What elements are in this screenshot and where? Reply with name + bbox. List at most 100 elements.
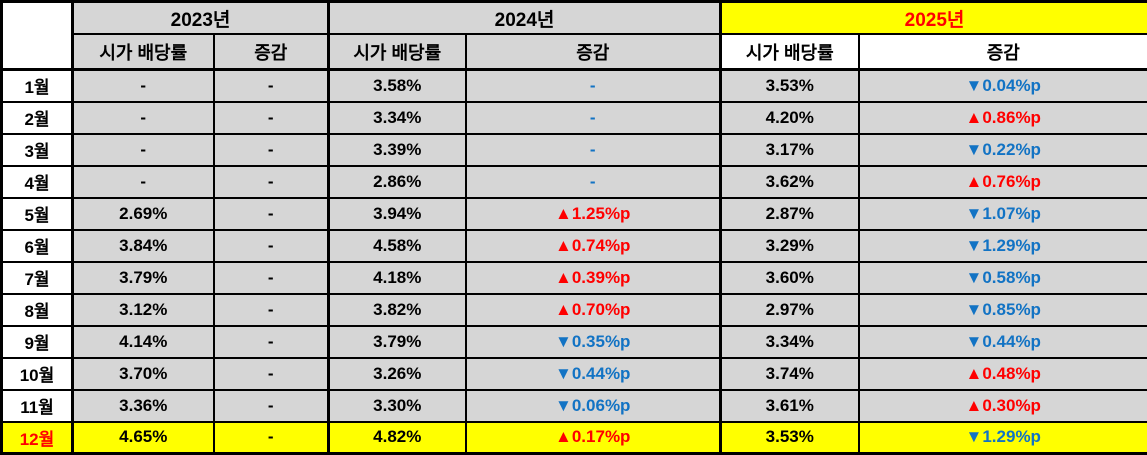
month-label: 6월: [2, 230, 73, 262]
cell-2025-change: ▼0.85%p: [859, 294, 1147, 326]
cell-2024-yield: 2.86%: [329, 166, 466, 198]
year-header-row: 2023년 2024년 2025년: [2, 2, 1147, 35]
subheader-2023-change: 증감: [214, 34, 329, 70]
cell-2025-yield: 3.61%: [721, 390, 859, 422]
cell-2024-yield: 3.39%: [329, 134, 466, 166]
cell-2025-change: ▲0.86%p: [859, 102, 1147, 134]
month-label: 8월: [2, 294, 73, 326]
cell-2024-change: -: [466, 102, 721, 134]
cell-2024-yield: 3.26%: [329, 358, 466, 390]
month-label: 7월: [2, 262, 73, 294]
cell-2024-change: ▼0.44%p: [466, 358, 721, 390]
table-row: 3월--3.39%-3.17%▼0.22%p: [2, 134, 1147, 166]
table-row: 2월--3.34%-4.20%▲0.86%p: [2, 102, 1147, 134]
cell-2023-yield: 3.36%: [73, 390, 214, 422]
cell-2025-yield: 3.74%: [721, 358, 859, 390]
subheader-2025-change: 증감: [859, 34, 1147, 70]
cell-2024-yield: 4.58%: [329, 230, 466, 262]
month-label: 5월: [2, 198, 73, 230]
cell-2023-change: -: [214, 294, 329, 326]
cell-2024-change: ▲0.17%p: [466, 422, 721, 454]
cell-2024-change: -: [466, 70, 721, 102]
cell-2023-yield: -: [73, 134, 214, 166]
cell-2023-change: -: [214, 230, 329, 262]
month-label: 12월: [2, 422, 73, 454]
cell-2024-change: ▲1.25%p: [466, 198, 721, 230]
cell-2023-change: -: [214, 262, 329, 294]
cell-2025-yield: 3.29%: [721, 230, 859, 262]
cell-2024-yield: 3.94%: [329, 198, 466, 230]
month-label: 9월: [2, 326, 73, 358]
cell-2025-yield: 3.53%: [721, 70, 859, 102]
cell-2025-change: ▲0.30%p: [859, 390, 1147, 422]
subheader-2023-yield: 시가 배당률: [73, 34, 214, 70]
cell-2024-yield: 3.34%: [329, 102, 466, 134]
month-label: 3월: [2, 134, 73, 166]
cell-2024-change: ▼0.06%p: [466, 390, 721, 422]
sub-header-row: 시가 배당률 증감 시가 배당률 증감 시가 배당률 증감: [2, 34, 1147, 70]
cell-2023-change: -: [214, 326, 329, 358]
cell-2024-change: ▲0.70%p: [466, 294, 721, 326]
subheader-2024-change: 증감: [466, 34, 721, 70]
cell-2023-yield: 4.65%: [73, 422, 214, 454]
cell-2024-yield: 4.18%: [329, 262, 466, 294]
cell-2023-change: -: [214, 166, 329, 198]
cell-2024-yield: 3.58%: [329, 70, 466, 102]
cell-2023-yield: 3.70%: [73, 358, 214, 390]
cell-2023-change: -: [214, 102, 329, 134]
cell-2023-change: -: [214, 70, 329, 102]
cell-2025-yield: 3.62%: [721, 166, 859, 198]
cell-2025-change: ▼1.29%p: [859, 422, 1147, 454]
month-label: 4월: [2, 166, 73, 198]
cell-2025-yield: 3.53%: [721, 422, 859, 454]
cell-2023-change: -: [214, 134, 329, 166]
month-label: 10월: [2, 358, 73, 390]
cell-2023-change: -: [214, 422, 329, 454]
cell-2023-yield: 3.84%: [73, 230, 214, 262]
year-header-2024: 2024년: [329, 2, 721, 35]
cell-2024-change: -: [466, 134, 721, 166]
cell-2023-yield: -: [73, 70, 214, 102]
cell-2023-yield: -: [73, 166, 214, 198]
corner-cell: [2, 2, 73, 70]
cell-2023-change: -: [214, 390, 329, 422]
cell-2023-yield: 4.14%: [73, 326, 214, 358]
cell-2025-yield: 3.34%: [721, 326, 859, 358]
cell-2025-change: ▼0.58%p: [859, 262, 1147, 294]
cell-2023-yield: 3.12%: [73, 294, 214, 326]
year-header-2023: 2023년: [73, 2, 329, 35]
subheader-2025-yield: 시가 배당률: [721, 34, 859, 70]
cell-2024-yield: 3.30%: [329, 390, 466, 422]
table-row: 1월--3.58%-3.53%▼0.04%p: [2, 70, 1147, 102]
cell-2023-change: -: [214, 198, 329, 230]
cell-2025-yield: 3.17%: [721, 134, 859, 166]
cell-2023-yield: -: [73, 102, 214, 134]
cell-2025-change: ▼0.04%p: [859, 70, 1147, 102]
cell-2025-yield: 4.20%: [721, 102, 859, 134]
cell-2024-change: ▲0.39%p: [466, 262, 721, 294]
cell-2024-change: ▲0.74%p: [466, 230, 721, 262]
cell-2024-yield: 3.79%: [329, 326, 466, 358]
cell-2024-change: ▼0.35%p: [466, 326, 721, 358]
cell-2023-yield: 3.79%: [73, 262, 214, 294]
cell-2024-yield: 3.82%: [329, 294, 466, 326]
table-row: 4월--2.86%-3.62%▲0.76%p: [2, 166, 1147, 198]
cell-2025-change: ▼1.07%p: [859, 198, 1147, 230]
cell-2025-change: ▼1.29%p: [859, 230, 1147, 262]
cell-2025-change: ▼0.22%p: [859, 134, 1147, 166]
cell-2025-change: ▲0.48%p: [859, 358, 1147, 390]
cell-2023-yield: 2.69%: [73, 198, 214, 230]
subheader-2024-yield: 시가 배당률: [329, 34, 466, 70]
cell-2024-yield: 4.82%: [329, 422, 466, 454]
cell-2024-change: -: [466, 166, 721, 198]
cell-2025-yield: 2.97%: [721, 294, 859, 326]
year-header-2025: 2025년: [721, 2, 1147, 35]
